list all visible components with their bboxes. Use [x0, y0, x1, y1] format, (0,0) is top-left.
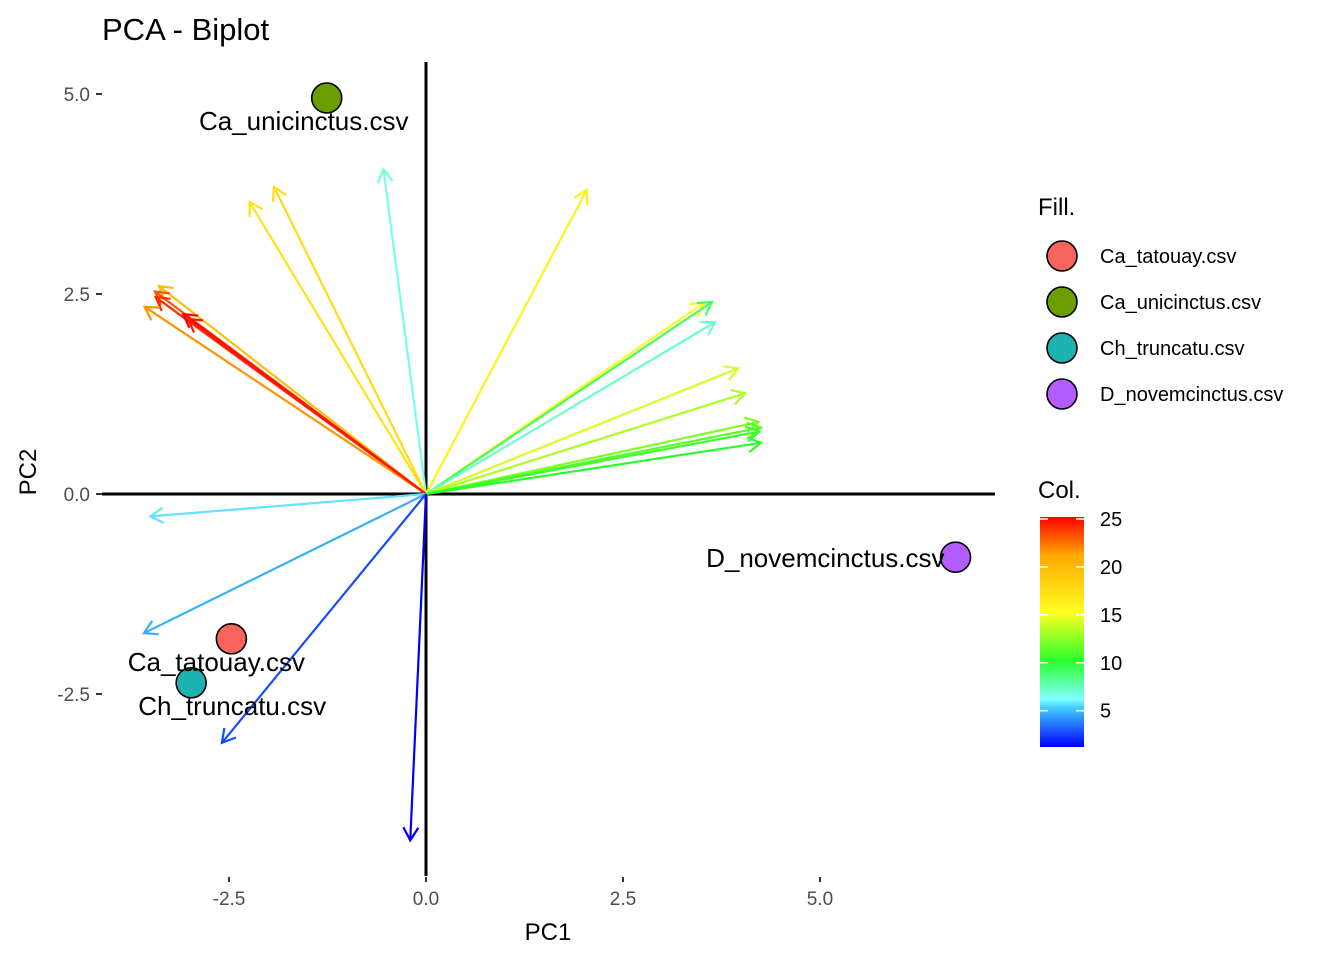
variable-arrow: [425, 416, 761, 496]
y-tick-label: 0.0: [64, 485, 90, 506]
fill-legend-key: [1046, 286, 1078, 318]
x-tick-label: 2.5: [610, 889, 636, 910]
colorbar: [1040, 517, 1084, 747]
colorbar-label: 25: [1100, 509, 1122, 531]
fill-legend-label: Ca_tatouay.csv: [1100, 246, 1236, 268]
color-legend: Col. 5 10 15 20 25: [1038, 477, 1122, 747]
colorbar-label: 10: [1100, 653, 1122, 675]
individual-label: D_novemcinctus.csv: [706, 543, 944, 573]
fill-legend-label: D_novemcinctus.csv: [1100, 384, 1283, 406]
variable-arrow: [142, 305, 427, 495]
individual-point: [939, 541, 972, 574]
fill-legend-key: [1046, 240, 1078, 272]
variable-arrow: [248, 200, 427, 495]
x-tick-label: -2.5: [213, 889, 246, 910]
individual-label: Ch_truncatu.csv: [138, 691, 326, 721]
variable-arrow: [141, 493, 427, 636]
color-legend-title: Col.: [1038, 477, 1081, 504]
individual-point: [310, 82, 343, 114]
variable-arrow: [425, 188, 589, 495]
fill-legend: Fill. Ca_tatouay.csv Ca_unicinctus.csv Ch_…: [1038, 194, 1283, 410]
fill-legend-label: Ca_unicinctus.csv: [1100, 292, 1261, 314]
x-tick-label: 0.0: [413, 889, 439, 910]
individual-label: Ca_unicinctus.csv: [199, 106, 409, 136]
variable-arrow: [148, 492, 427, 524]
fill-legend-key: [1046, 332, 1078, 364]
individual-label: Ca_tatouay.csv: [128, 647, 305, 677]
variable-arrow: [402, 493, 428, 843]
chart-title: PCA - Biplot: [102, 12, 270, 47]
variable-arrow: [425, 365, 741, 496]
variable-arrow: [425, 388, 748, 496]
variable-arrow: [157, 284, 427, 495]
variable-arrow: [425, 436, 764, 496]
x-tick-label: 5.0: [807, 889, 833, 910]
x-axis-title: PC1: [525, 919, 572, 946]
individual-point: [215, 622, 248, 655]
variable-arrow: [271, 184, 427, 495]
fill-legend-title: Fill.: [1038, 194, 1075, 221]
variable-arrow: [425, 300, 714, 495]
colorbar-label: 20: [1100, 557, 1122, 579]
variable-arrow: [425, 320, 718, 495]
y-axis-title: PC2: [15, 449, 42, 496]
colorbar-label: 15: [1100, 605, 1122, 627]
y-tick-label: -2.5: [57, 685, 90, 706]
variable-arrow: [186, 317, 427, 495]
fill-legend-key: [1046, 378, 1078, 410]
fill-legend-label: Ch_truncatu.csv: [1100, 338, 1245, 360]
individual-point: [175, 666, 207, 699]
variable-arrow: [220, 493, 427, 745]
colorbar-label: 5: [1100, 701, 1111, 723]
y-tick-label: 2.5: [64, 285, 90, 306]
y-tick-label: 5.0: [64, 85, 90, 106]
variable-arrow: [376, 167, 428, 495]
